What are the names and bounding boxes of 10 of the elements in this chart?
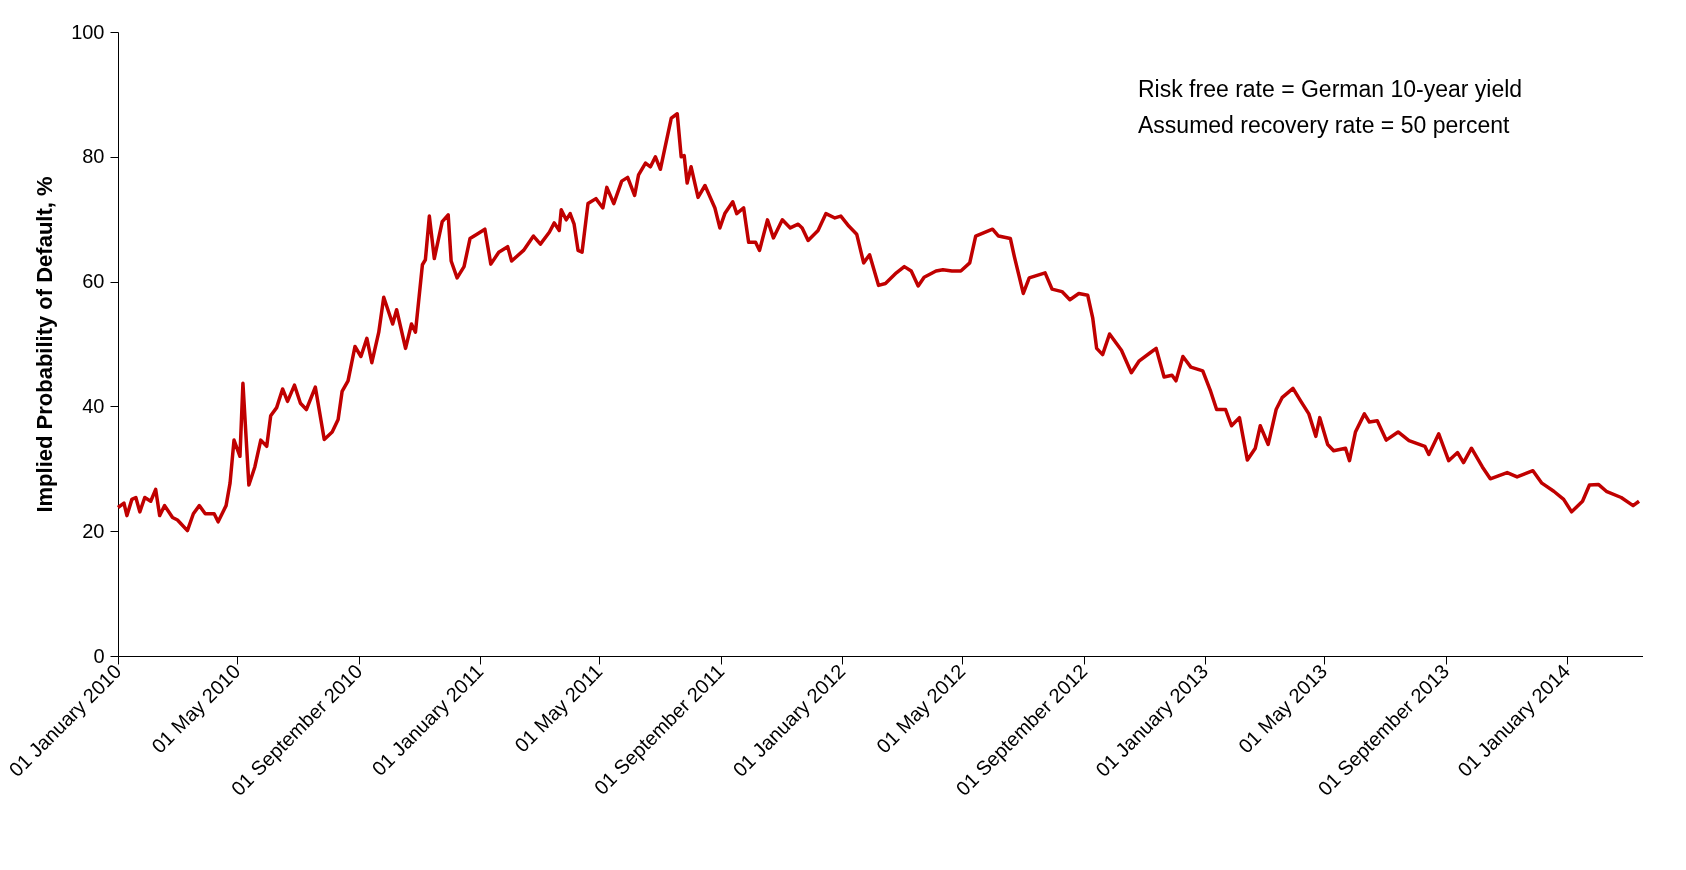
y-tick-label: 60 [82, 270, 105, 293]
y-tick-label: 0 [93, 644, 105, 667]
annotation: Risk free rate = German 10-year yield [1138, 76, 1523, 102]
line-series [116, 111, 1641, 533]
y-tick-label: 40 [82, 394, 105, 417]
annotation: Assumed recovery rate = 50 percent [1138, 112, 1510, 138]
y-tick-label: 80 [82, 145, 105, 168]
y-axis-title: Implied Probability of Default, % [32, 176, 58, 513]
y-tick-label: 100 [71, 20, 105, 43]
y-tick-label: 20 [82, 519, 105, 542]
